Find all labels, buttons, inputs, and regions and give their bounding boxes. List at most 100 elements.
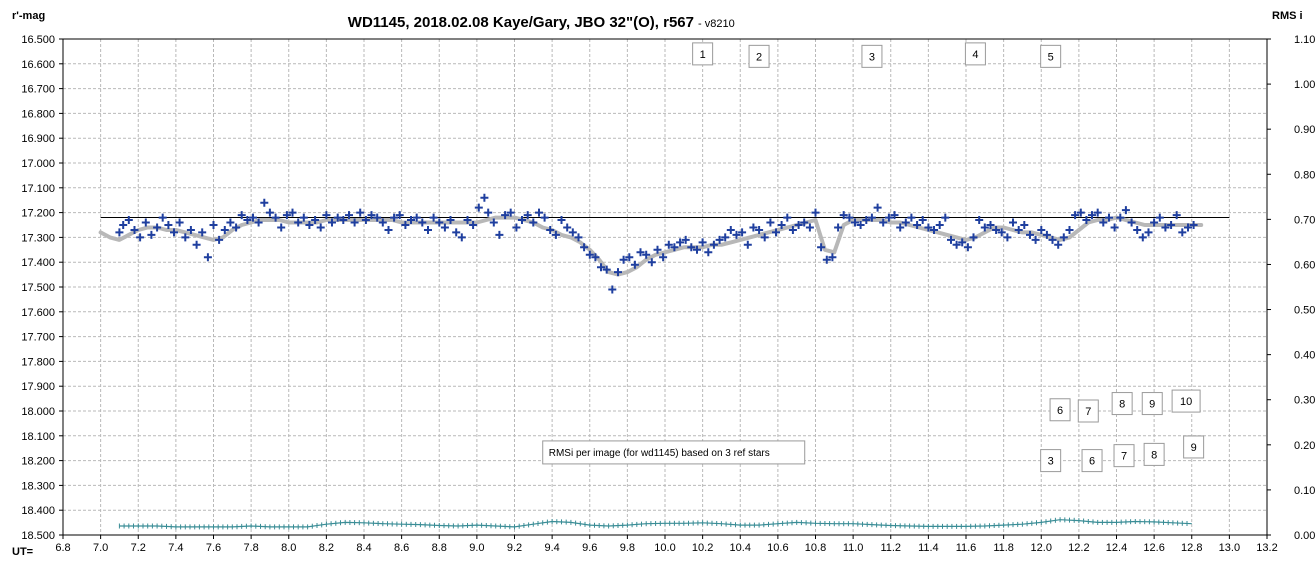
magnitude-point: [518, 216, 526, 224]
magnitude-point: [1054, 240, 1063, 249]
magnitude-point: [800, 218, 809, 227]
event-label-top-box: [1040, 44, 1062, 68]
magnitude-point: [924, 223, 933, 232]
magnitude-point: [164, 221, 173, 229]
magnitude-point: [480, 193, 489, 202]
magnitude-point: [153, 223, 162, 232]
magnitude-point: [1121, 206, 1130, 215]
magnitude-point: [186, 226, 195, 234]
event-label-top-box: [692, 42, 714, 66]
magnitude-series: [115, 193, 1198, 294]
magnitude-point: [788, 226, 797, 234]
magnitude-point: [119, 221, 128, 229]
magnitude-point: [1042, 230, 1051, 239]
magnitude-point: [395, 211, 404, 220]
event-label-mid: 8: [1119, 399, 1125, 411]
magnitude-point: [884, 213, 893, 222]
event-label-low: 7: [1121, 451, 1127, 463]
magnitude-point: [687, 243, 696, 252]
magnitude-point: [484, 208, 493, 217]
magnitude-point: [597, 263, 605, 272]
magnitude-point: [1026, 230, 1034, 239]
x-tick-label: 9.6: [582, 542, 597, 554]
event-label-top: 3: [869, 51, 875, 63]
magnitude-point: [867, 213, 876, 222]
chart-version: - v8210: [698, 18, 735, 30]
y-right-tick-label: 0.50: [1294, 305, 1315, 317]
magnitude-point: [407, 216, 415, 224]
magnitude-point: [277, 223, 286, 232]
magnitude-point: [975, 216, 984, 224]
x-tick-label: 11.8: [993, 542, 1014, 554]
magnitude-point: [693, 245, 701, 254]
magnitude-point: [670, 243, 679, 252]
magnitude-point: [659, 253, 668, 262]
event-label-mid: 10: [1180, 396, 1192, 408]
magnitude-point: [115, 228, 124, 237]
magnitude-point: [630, 260, 639, 269]
magnitude-point: [676, 238, 685, 247]
magnitude-point: [322, 211, 331, 220]
x-axis-label: UT=: [12, 546, 33, 558]
x-tick-label: 11.2: [880, 542, 901, 554]
magnitude-point: [446, 216, 455, 224]
magnitude-point: [551, 230, 560, 239]
magnitude-point: [726, 226, 735, 234]
magnitude-point: [203, 253, 212, 262]
magnitude-point: [1184, 223, 1192, 232]
magnitude-point: [299, 213, 308, 222]
y-left-tick-label: 17.700: [21, 332, 55, 344]
x-tick-label: 8.2: [319, 542, 334, 554]
event-label-top: 1: [700, 49, 706, 61]
x-tick-label: 11.0: [843, 542, 864, 554]
x-tick-label: 8.8: [432, 542, 447, 554]
magnitude-point: [619, 255, 628, 264]
x-tick-label: 6.8: [55, 542, 70, 554]
x-tick-label: 8.4: [356, 542, 371, 554]
x-tick-label: 10.4: [730, 542, 751, 554]
x-tick-label: 7.2: [131, 542, 146, 554]
magnitude-point: [608, 285, 617, 294]
magnitude-point: [288, 208, 297, 217]
magnitude-point: [1144, 228, 1153, 237]
magnitude-point: [226, 218, 235, 227]
x-tick-label: 7.4: [168, 542, 183, 554]
magnitude-point: [1031, 235, 1040, 244]
magnitude-point: [124, 216, 133, 224]
magnitude-point: [495, 230, 504, 239]
event-labels: 1 2 3 4 5 6 7 8 9 10 3 6 7 8 9: [692, 42, 1205, 473]
event-label-mid-box: [1141, 392, 1163, 416]
event-label-top: 2: [756, 51, 762, 63]
magnitude-point: [963, 243, 972, 252]
x-tick-label: 10.2: [692, 542, 713, 554]
y-right-tick-label: 0.90: [1294, 124, 1315, 136]
magnitude-point: [732, 230, 741, 239]
y-right-axis-label: RMS i: [1272, 10, 1303, 22]
x-tick-label: 8.6: [394, 542, 409, 554]
magnitude-point: [328, 218, 336, 227]
event-label-top-box: [964, 42, 986, 66]
magnitude-point: [243, 216, 252, 224]
magnitude-point: [591, 253, 600, 262]
y-right-tick-label: 0.80: [1294, 169, 1315, 181]
x-tick-label: 13.2: [1256, 542, 1277, 554]
event-label-low-box: [1081, 449, 1103, 473]
magnitude-point: [664, 240, 673, 249]
magnitude-point: [822, 255, 831, 264]
magnitude-point: [546, 226, 555, 234]
magnitude-point: [918, 216, 927, 224]
magnitude-point: [941, 213, 950, 222]
magnitude-point: [738, 228, 747, 237]
magnitude-point: [721, 233, 730, 242]
magnitude-point: [474, 203, 483, 212]
magnitude-point: [130, 226, 139, 234]
magnitude-point: [1003, 233, 1012, 242]
magnitude-point: [1037, 226, 1046, 234]
magnitude-point: [828, 253, 837, 262]
magnitude-point: [952, 240, 961, 249]
y-right-tick-label: 0.20: [1294, 440, 1315, 452]
y-left-tick-label: 18.300: [21, 480, 55, 492]
note-group: RMSi per image (for wd1145) based on 3 r…: [542, 440, 806, 465]
event-label-low: 6: [1089, 456, 1095, 468]
